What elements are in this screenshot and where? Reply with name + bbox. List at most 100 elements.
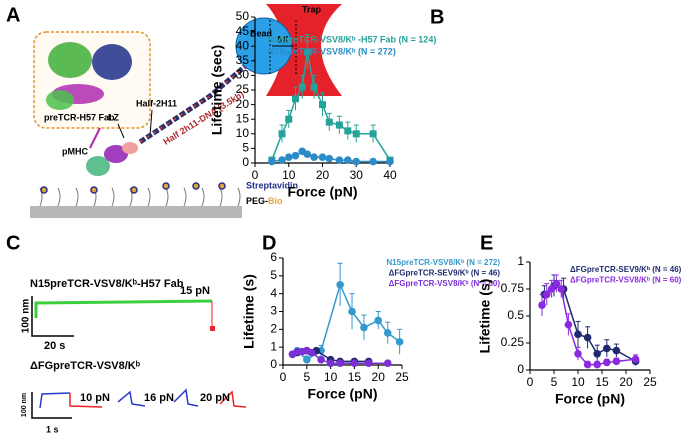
x-tick-label: 40 xyxy=(383,168,397,182)
x-tick-label: 10 xyxy=(324,370,338,384)
x-tick-label: 5 xyxy=(303,370,310,384)
y-tick-label: 5 xyxy=(242,141,249,155)
data-point xyxy=(583,333,592,342)
data-point xyxy=(325,118,333,126)
data-point xyxy=(583,360,592,369)
x-tick-label: 15 xyxy=(595,375,609,389)
data-point xyxy=(344,127,352,135)
data-point xyxy=(603,358,611,367)
scale-bar xyxy=(31,296,74,337)
data-point xyxy=(278,130,286,138)
diagram-label: Bead xyxy=(250,28,272,38)
y-tick-label: 1 xyxy=(517,254,524,268)
data-point xyxy=(291,151,300,160)
data-point xyxy=(318,153,327,161)
y-axis-label: Lifetime (sec) xyxy=(209,45,225,135)
data-point xyxy=(593,360,601,369)
data-point xyxy=(395,338,404,346)
data-point xyxy=(310,83,318,91)
x-axis-label: Force (pN) xyxy=(555,391,625,407)
legend-entry: N15preTCR-VSV8/Kᵇ -H57 Fab (N = 124) xyxy=(268,34,436,44)
arrow xyxy=(117,123,125,139)
y-tick-label: 30 xyxy=(236,68,250,82)
data-point xyxy=(564,320,573,329)
protein-blob xyxy=(92,44,132,80)
diagram-label: PEG-Bio xyxy=(246,196,283,206)
streptavidin-marks xyxy=(40,182,226,194)
arrow xyxy=(149,109,153,137)
data-point xyxy=(383,359,392,368)
data-point xyxy=(543,290,551,299)
y-tick-label: 10 xyxy=(236,126,250,140)
x-tick-label: 10 xyxy=(571,375,585,389)
x-tick-label: 5 xyxy=(551,375,558,389)
y-tick-label: 45 xyxy=(236,24,250,38)
pmhc xyxy=(86,156,110,176)
panel-label: E xyxy=(480,232,493,254)
data-point xyxy=(360,323,368,332)
diagram-label: pMHC xyxy=(62,146,88,156)
legend-entry: ΔFGpreTCR-VSV8/Kᵇ (N = 60) xyxy=(389,279,501,288)
x-tick-label: 0 xyxy=(252,168,259,182)
data-point xyxy=(352,130,360,138)
y-tick-label: 35 xyxy=(236,53,250,67)
data-point xyxy=(344,156,352,164)
data-point xyxy=(350,359,359,368)
data-point xyxy=(352,157,361,166)
panel-label: D xyxy=(262,232,276,254)
y-tick-label: 2 xyxy=(270,322,277,336)
y-tick-label: 50 xyxy=(236,9,250,23)
scale-label: 100 nm xyxy=(21,299,32,334)
data-point xyxy=(285,115,293,123)
data-point xyxy=(383,329,392,337)
leucine-zipper xyxy=(122,142,138,154)
scale-bar xyxy=(31,392,72,419)
y-axis-label: Lifetime (s) xyxy=(241,274,257,349)
trace xyxy=(173,388,199,407)
trace-title: ΔFGpreTCR-VSV8/Kᵇ xyxy=(30,360,141,372)
diagram-label: Half-2H11 xyxy=(136,98,177,108)
y-tick-label: 0 xyxy=(270,357,277,371)
data-point xyxy=(603,344,611,353)
x-tick-label: 30 xyxy=(350,168,364,182)
data-point xyxy=(631,355,640,364)
pretcr xyxy=(104,145,128,163)
scale-label: 100 nm xyxy=(21,393,28,417)
diagram-label: Trap xyxy=(302,4,322,14)
data-point xyxy=(303,150,312,159)
x-tick-label: 25 xyxy=(643,375,657,389)
surface xyxy=(30,206,242,218)
data-point xyxy=(612,346,621,355)
data-point xyxy=(369,157,377,166)
series-line xyxy=(296,282,401,361)
data-point xyxy=(307,348,316,357)
y-tick-label: 3 xyxy=(270,304,277,318)
y-tick-label: 5 xyxy=(270,268,277,282)
arrow xyxy=(89,127,101,149)
x-tick-label: 15 xyxy=(348,370,362,384)
x-tick-label: 20 xyxy=(372,370,386,384)
data-point xyxy=(336,359,344,368)
trace xyxy=(117,390,146,407)
legend-entry: N15preTCR-VSV8/Kᵇ (N = 272) xyxy=(268,46,396,56)
data-point xyxy=(369,130,377,138)
data-point xyxy=(317,355,325,364)
trace xyxy=(69,393,103,408)
data-point xyxy=(348,307,356,316)
data-point xyxy=(574,330,582,339)
data-point xyxy=(538,301,546,310)
diagram-label: PEG- xyxy=(246,196,268,206)
scale-label: 20 s xyxy=(44,340,65,352)
data-point xyxy=(292,95,299,103)
y-axis-label: Lifetime (s) xyxy=(477,279,493,354)
y-tick-label: 20 xyxy=(236,97,250,111)
data-point xyxy=(278,156,286,164)
traces-c: N15preTCR-VSV8/Kᵇ-H57 Fab 15 pN 100 nm 2… xyxy=(21,278,247,434)
trace xyxy=(39,392,71,409)
legend-entry: ΔFGpreTCR-VSV8/Kᵇ (N = 60) xyxy=(570,276,682,285)
x-tick-label: 0 xyxy=(527,375,534,389)
x-tick-label: 25 xyxy=(395,370,409,384)
series-line xyxy=(541,282,636,366)
trace xyxy=(34,299,213,318)
